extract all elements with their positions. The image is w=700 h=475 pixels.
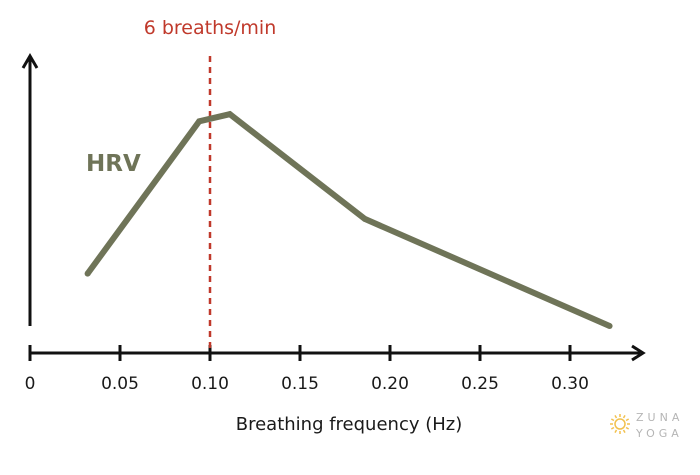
- logo-text-line2: YOGA: [635, 427, 683, 440]
- hrv-point-2: [226, 111, 233, 118]
- logo-text-line1: ZUNA: [636, 411, 683, 424]
- x-tick-label-4: 0.20: [371, 374, 409, 394]
- x-tick-label-3: 0.15: [281, 374, 319, 394]
- x-axis-title: Breathing frequency (Hz): [236, 414, 463, 435]
- hrv-point-4: [606, 323, 613, 329]
- hrv-point-1: [196, 118, 203, 125]
- six-breaths-marker-label: 6 breaths/min: [144, 17, 277, 39]
- y-axis-arrow: [21, 53, 39, 69]
- sun-icon: [610, 414, 630, 434]
- x-tick-label-6: 0.30: [551, 374, 589, 394]
- x-tick-label-5: 0.25: [461, 374, 499, 394]
- x-tick-label-1: 0.05: [101, 374, 139, 394]
- hrv-point-0: [84, 270, 91, 277]
- x-axis-arrow: [631, 344, 646, 362]
- hrv-series-line: [85, 110, 611, 329]
- x-tick-label-2: 0.10: [191, 374, 229, 394]
- x-tick-label-0: 0: [25, 374, 36, 394]
- zuna-yoga-logo: ZUNA YOGA: [610, 411, 683, 440]
- hrv-series-label: HRV: [86, 151, 141, 177]
- hrv-point-3: [361, 215, 368, 222]
